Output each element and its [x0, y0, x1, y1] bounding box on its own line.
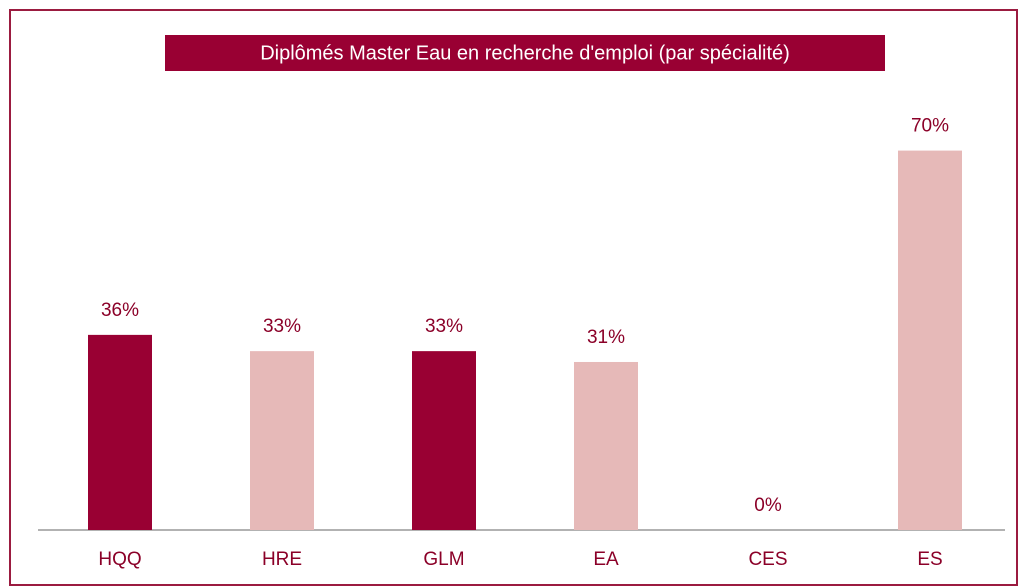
data-label: 70% — [911, 116, 949, 137]
x-tick-label: HRE — [262, 549, 302, 570]
x-tick-label: HQQ — [98, 549, 141, 570]
x-tick-label: EA — [593, 549, 619, 570]
title-box — [165, 35, 885, 71]
data-label: 0% — [754, 495, 782, 516]
bar — [898, 150, 962, 530]
data-label: 36% — [101, 300, 139, 321]
x-tick-label: GLM — [423, 549, 464, 570]
x-tick-label: ES — [917, 549, 942, 570]
bar — [412, 351, 476, 530]
data-label: 31% — [587, 327, 625, 348]
bar — [250, 351, 314, 530]
chart-frame — [9, 9, 1018, 586]
data-label: 33% — [425, 316, 463, 337]
data-label: 33% — [263, 316, 301, 337]
x-tick-label: CES — [748, 549, 787, 570]
bar — [574, 361, 638, 530]
bar — [88, 334, 152, 530]
chart-title: Diplômés Master Eau en recherche d'emplo… — [260, 42, 790, 64]
